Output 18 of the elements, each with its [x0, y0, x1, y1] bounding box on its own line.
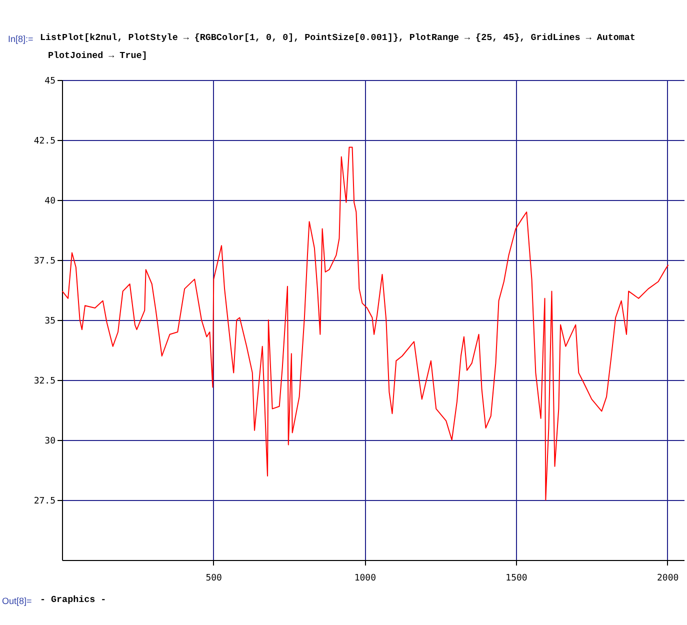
y-tick-label: 32.5 [34, 376, 56, 386]
x-tick-label: 1500 [506, 574, 528, 584]
y-tick-label: 37.5 [34, 256, 56, 266]
text: - Graphics - [40, 594, 106, 605]
x-tick-label: 1000 [354, 574, 376, 584]
y-tick-label: 45 [44, 76, 56, 86]
text: PlotJoined → True] [48, 50, 148, 61]
text: ListPlot[k2nul, PlotStyle → {RGBColor[1, 0, 0], PointSize[0.001]}, PlotRange → {25, 45}, GridLines → Automat [40, 32, 636, 43]
x-tick-label: 2000 [657, 574, 679, 584]
y-tick-label: 27.5 [34, 496, 56, 506]
y-tick-label: 42.5 [34, 136, 56, 146]
y-tick-label: 40 [44, 196, 56, 206]
text: In[8]:= [8, 34, 34, 44]
text: Out[8]= [2, 596, 32, 606]
x-tick-label: 500 [206, 574, 222, 584]
y-tick-label: 30 [44, 436, 56, 446]
y-tick-label: 35 [44, 316, 56, 326]
line-series [62, 146, 669, 500]
